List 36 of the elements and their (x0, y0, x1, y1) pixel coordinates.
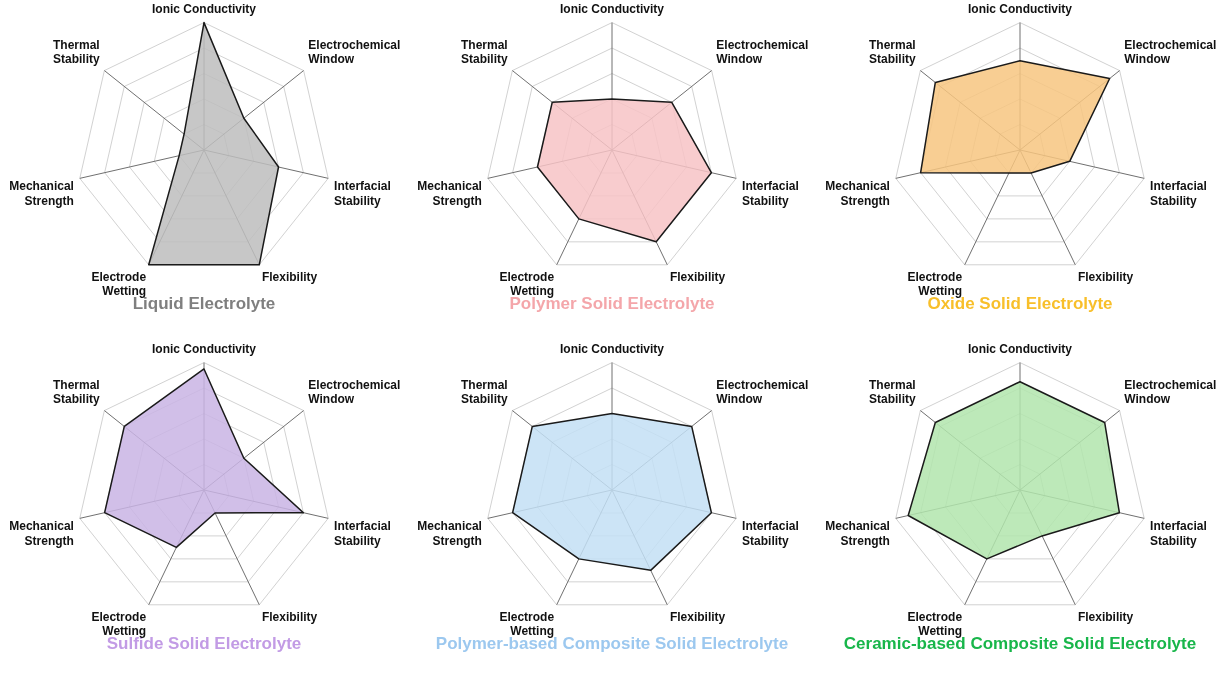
spoke-label: Interfacial Stability (742, 519, 799, 548)
spoke-label: Mechanical Strength (417, 519, 482, 548)
spoke-label: Interfacial Stability (742, 179, 799, 208)
spoke-label: Ionic Conductivity (559, 341, 665, 356)
spoke-label: Mechanical Strength (9, 519, 74, 548)
spoke-label: Flexibility (1077, 269, 1134, 284)
spoke-label: Ionic Conductivity (967, 341, 1073, 356)
spoke-label: Ionic Conductivity (151, 341, 257, 356)
spoke-label: Ionic Conductivity (151, 1, 257, 16)
spoke-label: Mechanical Strength (825, 179, 890, 208)
spoke-label: Mechanical Strength (417, 179, 482, 208)
spoke-label: Electrochemical Window (716, 377, 809, 406)
spoke-label: Interfacial Stability (1150, 179, 1207, 208)
spoke-label: Flexibility (261, 609, 318, 624)
spoke-label: Electrochemical Window (1124, 37, 1217, 66)
spoke-label: Flexibility (669, 609, 726, 624)
spoke-label: Electrochemical Window (308, 377, 401, 406)
spoke-label: Thermal Stability (53, 37, 101, 66)
spoke-label: Interfacial Stability (334, 519, 391, 548)
spoke-label: Flexibility (1077, 609, 1134, 624)
spoke-label: Interfacial Stability (334, 179, 391, 208)
spoke-label: Thermal Stability (869, 377, 917, 406)
spoke-label: Thermal Stability (461, 377, 509, 406)
spoke-label: Thermal Stability (869, 37, 917, 66)
spoke-label: Thermal Stability (461, 37, 509, 66)
spoke-label: Ionic Conductivity (967, 1, 1073, 16)
spoke-label: Flexibility (669, 269, 726, 284)
spoke-label: Flexibility (261, 269, 318, 284)
spoke-label: Mechanical Strength (9, 179, 74, 208)
spoke-label: Interfacial Stability (1150, 519, 1207, 548)
spoke-label: Electrochemical Window (1124, 377, 1217, 406)
spoke-label: Electrochemical Window (308, 37, 401, 66)
spoke-label: Ionic Conductivity (559, 1, 665, 16)
spoke-label: Mechanical Strength (825, 519, 890, 548)
spoke-label: Thermal Stability (53, 377, 101, 406)
spoke-label: Electrochemical Window (716, 37, 809, 66)
